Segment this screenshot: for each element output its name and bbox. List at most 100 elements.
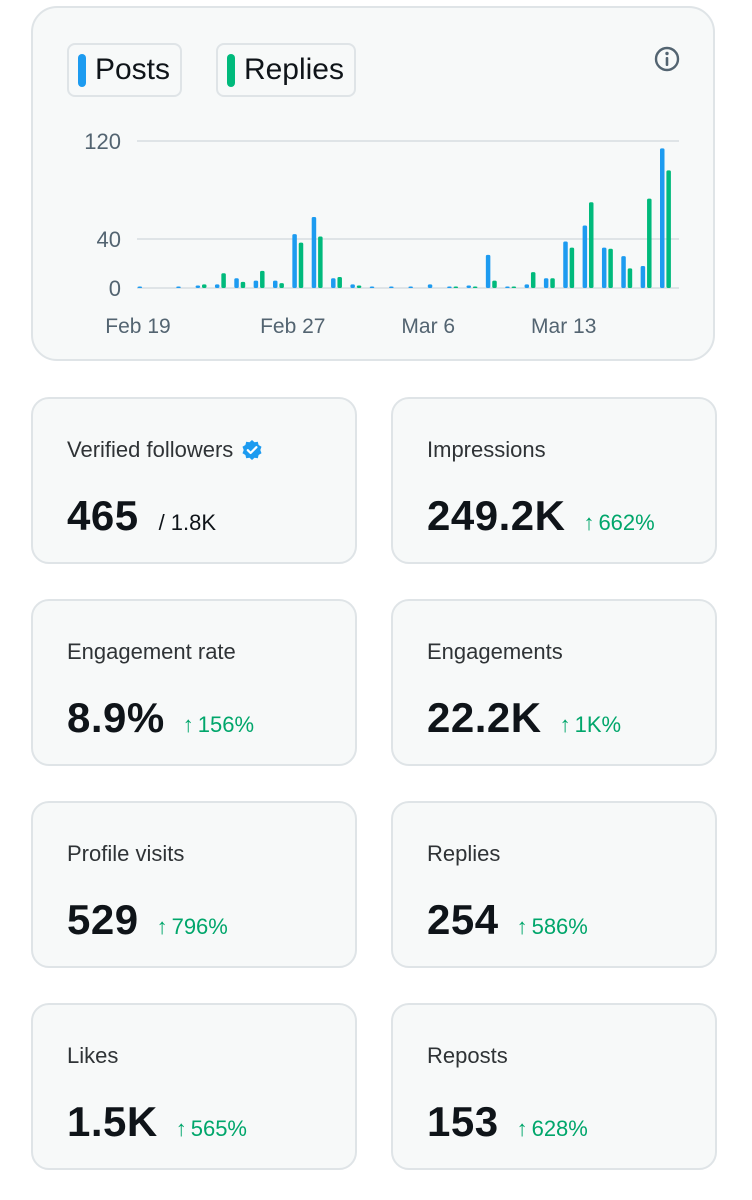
stat-change-text: 796%: [171, 914, 228, 939]
stat-change-text: 565%: [190, 1116, 247, 1141]
stat-label: Profile visits: [67, 841, 185, 866]
stat-value: 1.5K: [67, 1098, 158, 1145]
stat-row: 1.5K ↑ 565%: [67, 1098, 247, 1146]
stat-label: Likes: [67, 1043, 119, 1068]
bar-replies-23: [589, 202, 594, 288]
stat-change: ↑ 662%: [583, 510, 654, 536]
bar-posts-5: [234, 278, 239, 288]
stat-value: 249.2K: [427, 492, 566, 539]
bar-replies-20: [530, 272, 536, 288]
bar-posts-18: [485, 254, 491, 288]
bar-replies-11: [356, 285, 362, 288]
arrow-up-icon: ↑: [175, 1116, 187, 1141]
stat-card-impressions[interactable]: Impressions 249.2K ↑ 662%: [391, 397, 717, 564]
stat-change: ↑ 796%: [157, 914, 228, 940]
bar-replies-22: [569, 247, 575, 288]
bar-posts-8: [292, 234, 297, 288]
stat-card-engagements[interactable]: Engagements 22.2K ↑ 1K%: [391, 599, 717, 766]
bar-replies-24: [608, 248, 613, 288]
bar-posts-15: [427, 284, 433, 288]
bar-posts-3: [195, 285, 201, 288]
stat-label: Engagements: [427, 639, 563, 664]
bar-posts-7: [273, 280, 278, 288]
stat-label: Reposts: [427, 1043, 508, 1068]
stat-change-text: 586%: [531, 914, 588, 939]
stat-label-text: Verified followers: [67, 437, 234, 462]
stat-card-likes[interactable]: Likes 1.5K ↑ 565%: [31, 1003, 357, 1170]
bar-posts-6: [253, 280, 259, 288]
bar-replies-19: [511, 286, 517, 288]
y-tick-label: 0: [109, 276, 121, 301]
verified-badge-icon: [242, 440, 262, 460]
bar-replies-18: [492, 280, 497, 288]
replies-color-swatch: [227, 53, 235, 87]
x-tick-label: Feb 19: [105, 315, 170, 338]
stat-total: / 1.8K: [158, 510, 217, 535]
bar-posts-20: [524, 284, 530, 288]
bar-replies-27: [666, 170, 671, 288]
arrow-up-icon: ↑: [182, 712, 194, 737]
stat-card-verified-followers[interactable]: Verified followers 465 / 1.8K: [31, 397, 357, 564]
bar-posts-23: [582, 225, 588, 288]
legend-posts-toggle[interactable]: Posts: [67, 43, 182, 97]
bar-posts-24: [601, 247, 607, 288]
stat-change: ↑ 1K%: [560, 712, 621, 738]
stat-card-replies[interactable]: Replies 254 ↑ 586%: [391, 801, 717, 968]
stat-change-text: 1K%: [574, 712, 622, 737]
bar-replies-4: [221, 273, 226, 288]
x-tick-label: Mar 6: [401, 315, 455, 338]
bar-replies-6: [260, 270, 265, 288]
stat-label: Engagement rate: [67, 639, 236, 664]
arrow-up-icon: ↑: [559, 712, 571, 737]
legend-posts-label: Posts: [94, 53, 170, 86]
arrow-up-icon: ↑: [516, 914, 528, 939]
stat-card-engagement-rate[interactable]: Engagement rate 8.9% ↑ 156%: [31, 599, 357, 766]
x-tick-label: Mar 13: [531, 315, 596, 338]
bar-posts-26: [640, 265, 646, 288]
bar-posts-19: [505, 286, 510, 288]
bar-posts-16: [447, 286, 452, 288]
stat-change-text: 628%: [531, 1116, 588, 1141]
stat-label: Impressions: [427, 437, 546, 462]
stat-label: Verified followers: [67, 437, 263, 463]
stat-row: 529 ↑ 796%: [67, 896, 228, 944]
bar-replies-3: [202, 284, 207, 288]
stat-value: 8.9%: [67, 694, 165, 741]
bar-replies-10: [337, 276, 342, 288]
stat-row: 249.2K ↑ 662%: [427, 492, 655, 540]
stat-change: ↑ 156%: [183, 712, 254, 738]
stat-value: 465: [67, 492, 139, 539]
stat-value: 153: [427, 1098, 499, 1145]
bar-posts-10: [331, 278, 336, 288]
legend-replies-label: Replies: [243, 53, 344, 86]
bar-posts-27: [660, 148, 665, 288]
bar-replies-16: [453, 286, 459, 288]
bar-replies-9: [318, 236, 323, 288]
activity-chart-card: 0 40 120 Feb 19 Feb 27 Mar 6 Mar 13 Posts Repl…: [31, 6, 715, 361]
bar-posts-11: [350, 284, 355, 288]
info-icon[interactable]: [652, 44, 682, 74]
bar-posts-21: [543, 278, 549, 288]
y-tick-label: 120: [84, 129, 121, 154]
legend-replies-toggle[interactable]: Replies: [216, 43, 356, 97]
arrow-up-icon: ↑: [516, 1116, 528, 1141]
stat-value: 254: [427, 896, 499, 943]
bar-replies-25: [627, 268, 633, 288]
stat-row: 153 ↑ 628%: [427, 1098, 588, 1146]
bar-posts-17: [466, 285, 471, 288]
bar-posts-25: [621, 256, 626, 288]
stat-card-profile-visits[interactable]: Profile visits 529 ↑ 796%: [31, 801, 357, 968]
posts-color-swatch: [78, 53, 86, 87]
bar-posts-13: [389, 286, 394, 288]
arrow-up-icon: ↑: [156, 914, 168, 939]
bar-replies-7: [279, 283, 284, 288]
stat-row: 8.9% ↑ 156%: [67, 694, 254, 742]
y-tick-label: 40: [97, 227, 121, 252]
bar-posts-0: [137, 286, 143, 288]
bar-posts-22: [563, 241, 568, 288]
bar-replies-8: [298, 242, 304, 288]
stat-card-reposts[interactable]: Reposts 153 ↑ 628%: [391, 1003, 717, 1170]
stat-row: 254 ↑ 586%: [427, 896, 588, 944]
bar-replies-17: [472, 286, 478, 288]
bar-posts-12: [369, 286, 375, 288]
